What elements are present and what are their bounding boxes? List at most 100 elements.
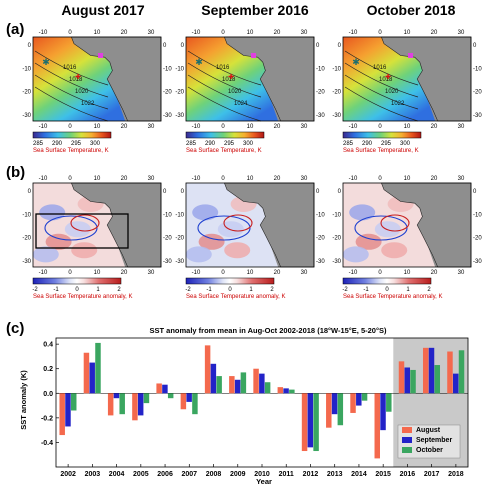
lon-tick-label: -10 <box>192 30 201 36</box>
negative-contour <box>354 215 408 241</box>
column-title-3: October 2018 <box>366 2 456 18</box>
colorbar-tick-label: 2 <box>270 287 274 293</box>
lon-tick-label: 20 <box>431 176 438 182</box>
panel-label-c: (c) <box>6 320 25 337</box>
colorbar-tick-label: 295 <box>381 141 392 147</box>
isobar-label: 1024 <box>234 101 248 107</box>
isobar-contour <box>187 74 262 110</box>
lon-tick-label: 10 <box>247 270 254 276</box>
y-tick-label: 0.0 <box>43 391 53 398</box>
lon-tick-label: 30 <box>301 270 308 276</box>
lat-tick-label: -20 <box>332 90 341 96</box>
lon-tick-label: 20 <box>274 124 281 130</box>
lat-tick-label: -20 <box>473 236 482 242</box>
lon-tick-label: 0 <box>378 270 382 276</box>
lat-tick-label: -20 <box>473 90 482 96</box>
bar-october <box>167 393 174 399</box>
lat-tick-label: 0 <box>181 43 185 49</box>
lon-tick-label: 10 <box>94 270 101 276</box>
bar-august <box>422 347 429 394</box>
lat-tick-label: 0 <box>338 43 342 49</box>
colorbar-tick-label: 1 <box>96 287 100 293</box>
lat-tick-label: 0 <box>163 189 167 195</box>
lon-tick-label: 0 <box>221 270 225 276</box>
lat-tick-label: -20 <box>163 236 172 242</box>
colorbar-tick-label: 290 <box>52 141 63 147</box>
magenta-square-marker <box>98 53 103 58</box>
bar-september <box>89 362 95 394</box>
anomaly-colorbar <box>32 277 122 285</box>
lat-tick-label: -10 <box>175 66 184 72</box>
lat-tick-label: 0 <box>338 189 342 195</box>
anomaly-patch <box>224 242 251 259</box>
lon-tick-label: -10 <box>39 124 48 130</box>
lat-tick-label: -10 <box>316 212 325 218</box>
x-tick-label: 2014 <box>351 471 367 478</box>
y-axis-label: SST anomaly (K) <box>19 370 28 430</box>
negative-contour <box>44 215 98 241</box>
colorbar-label: Sea Surface Temperature anomaly, K <box>33 294 133 300</box>
lon-tick-label: 0 <box>378 176 382 182</box>
lon-tick-label: 10 <box>404 176 411 182</box>
isobar-label: 1018 <box>69 77 83 83</box>
bar-august <box>350 393 356 413</box>
x-tick-label: 2004 <box>109 471 125 478</box>
bar-august <box>132 393 138 421</box>
lat-tick-label: -10 <box>473 66 482 72</box>
lon-tick-label: 20 <box>274 30 281 36</box>
legend-label: October <box>416 447 443 454</box>
lat-tick-label: -20 <box>316 90 325 96</box>
bar-august <box>229 376 235 394</box>
isobar-contour <box>344 50 419 86</box>
x-tick-label: 2011 <box>279 471 294 478</box>
positive-contour <box>223 214 253 232</box>
lat-tick-label: -10 <box>163 212 172 218</box>
bar-october <box>434 365 441 394</box>
bar-august <box>374 393 380 459</box>
teal-star-marker: ✱ <box>42 57 50 67</box>
lat-tick-label: -30 <box>316 259 325 265</box>
lat-tick-label: -30 <box>163 259 172 265</box>
lon-tick-label: 10 <box>404 124 411 130</box>
lon-tick-label: 20 <box>274 176 281 182</box>
lon-tick-label: 30 <box>148 124 155 130</box>
lon-tick-label: -10 <box>349 30 358 36</box>
sst-colorbar <box>342 131 422 139</box>
bar-october <box>458 350 465 394</box>
lon-tick-label: 20 <box>431 124 438 130</box>
bar-august <box>107 393 114 416</box>
isobar-contour <box>344 62 419 98</box>
bar-august <box>204 345 211 394</box>
lon-tick-label: 20 <box>431 30 438 36</box>
colorbar-label: Sea Surface Temperature, K <box>33 148 109 154</box>
colorbar-tick-label: -2 <box>185 287 191 293</box>
lat-tick-label: -10 <box>332 66 341 72</box>
lat-tick-label: -30 <box>332 113 341 119</box>
lat-tick-label: -10 <box>332 212 341 218</box>
map-frame <box>32 36 162 122</box>
bar-october <box>240 372 247 394</box>
colorbar-tick-label: -1 <box>206 287 212 293</box>
anomaly-patch <box>192 204 219 221</box>
colorbar-tick-label: 290 <box>362 141 373 147</box>
lat-tick-label: 0 <box>163 43 167 49</box>
colorbar-tick-label: 285 <box>343 141 354 147</box>
lon-tick-label: 30 <box>148 270 155 276</box>
colorbar-tick-label: 285 <box>186 141 197 147</box>
map-frame <box>342 36 472 122</box>
bar-august <box>156 383 162 394</box>
map-frame <box>32 182 162 268</box>
bar-september <box>307 393 314 448</box>
anomaly-patch <box>374 221 401 238</box>
lat-tick-label: -20 <box>175 90 184 96</box>
lon-tick-label: 20 <box>121 270 128 276</box>
lat-tick-label: 0 <box>473 189 477 195</box>
isobar-contour <box>187 50 262 86</box>
bar-september <box>210 363 217 394</box>
sst-colorbar <box>185 131 265 139</box>
lon-tick-label: 20 <box>121 176 128 182</box>
legend-swatch <box>402 447 412 453</box>
